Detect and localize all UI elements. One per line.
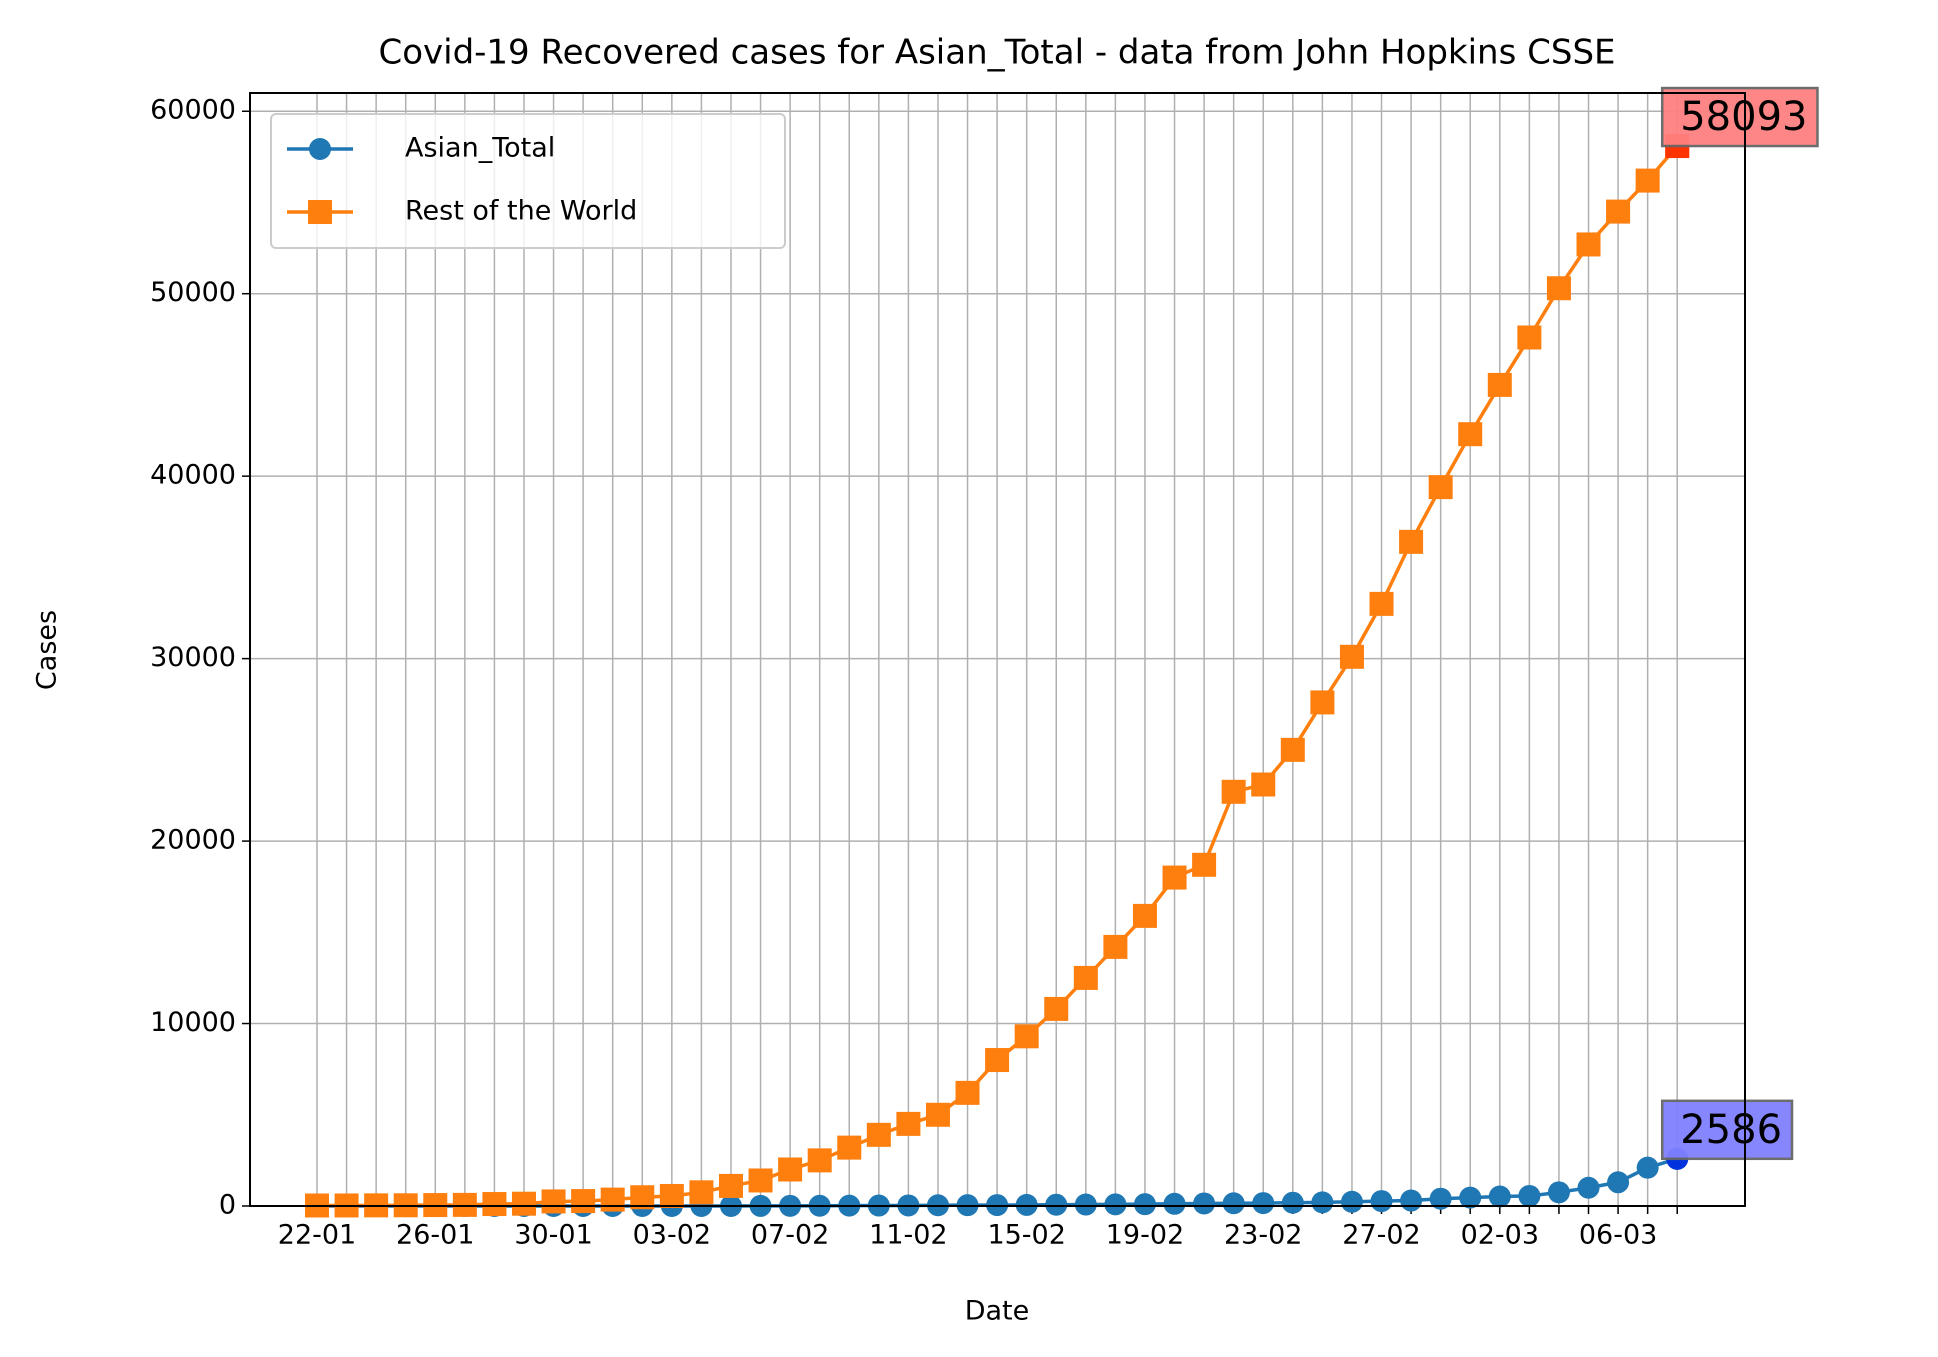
data-point xyxy=(1132,903,1157,928)
data-point xyxy=(1015,1193,1038,1216)
data-point xyxy=(1487,372,1512,397)
data-point xyxy=(1339,644,1364,669)
annotation: 58093 xyxy=(1680,94,1807,140)
data-point xyxy=(571,1189,596,1214)
data-point xyxy=(866,1122,891,1147)
data-point xyxy=(955,1080,980,1105)
data-point xyxy=(452,1192,477,1217)
x-tick-label: 26-01 xyxy=(396,1220,474,1251)
data-point xyxy=(689,1180,714,1205)
x-tick-label: 27-02 xyxy=(1342,1220,1420,1251)
data-point xyxy=(1104,1193,1127,1216)
x-tick-label: 19-02 xyxy=(1106,1220,1184,1251)
legend-marker xyxy=(309,138,331,160)
data-point xyxy=(1133,1193,1156,1216)
data-point xyxy=(1044,996,1069,1021)
data-point xyxy=(1280,737,1305,762)
x-axis-label: Date xyxy=(965,1296,1030,1327)
data-point xyxy=(541,1189,566,1214)
data-point xyxy=(1045,1193,1068,1216)
data-point xyxy=(1074,1193,1097,1216)
data-point xyxy=(1073,965,1098,990)
data-point xyxy=(482,1192,507,1217)
data-point xyxy=(1222,1192,1245,1215)
data-point xyxy=(1252,1192,1275,1215)
x-tick-label: 30-01 xyxy=(514,1220,592,1251)
data-point xyxy=(1162,865,1187,890)
x-tick-label: 07-02 xyxy=(751,1220,829,1251)
data-point xyxy=(985,1048,1010,1073)
data-point xyxy=(1428,475,1453,500)
annotation: 2586 xyxy=(1680,1107,1782,1153)
data-point xyxy=(748,1168,773,1193)
legend-marker xyxy=(308,200,332,224)
data-point xyxy=(1576,232,1601,257)
data-point xyxy=(1251,772,1276,797)
axes-frame xyxy=(249,92,1746,1207)
data-point xyxy=(1340,1190,1363,1213)
data-point xyxy=(807,1148,832,1173)
data-point xyxy=(778,1157,803,1182)
data-point xyxy=(837,1135,862,1160)
data-point xyxy=(1369,591,1394,616)
data-point xyxy=(1311,1191,1334,1214)
y-tick-label: 40000 xyxy=(150,460,236,491)
data-point xyxy=(1635,168,1660,193)
x-tick-label: 11-02 xyxy=(869,1220,947,1251)
data-point xyxy=(1607,1171,1630,1194)
x-tick-label: 02-03 xyxy=(1461,1220,1539,1251)
y-tick-label: 10000 xyxy=(150,1007,236,1038)
data-point xyxy=(1636,1156,1659,1179)
x-tick-label: 22-01 xyxy=(278,1220,356,1251)
data-point xyxy=(1518,1184,1541,1207)
data-point xyxy=(600,1187,625,1212)
legend-label: Asian_Total xyxy=(405,133,555,164)
y-tick-label: 60000 xyxy=(150,95,236,126)
data-point xyxy=(1429,1187,1452,1210)
data-point xyxy=(1310,690,1335,715)
data-point xyxy=(1370,1190,1393,1213)
data-point xyxy=(511,1191,536,1216)
chart-title: Covid-19 Recovered cases for Asian_Total… xyxy=(378,33,1615,73)
data-point xyxy=(1546,276,1571,301)
legend: Asian_Total Rest of the World xyxy=(270,113,786,249)
x-tick-label: 15-02 xyxy=(987,1220,1065,1251)
y-tick-label: 50000 xyxy=(150,277,236,308)
data-point xyxy=(1399,529,1424,554)
data-point xyxy=(1103,934,1128,959)
y-axis-label: Cases xyxy=(32,610,63,690)
data-point xyxy=(1517,325,1542,350)
data-point xyxy=(1400,1189,1423,1212)
data-point xyxy=(1192,852,1217,877)
legend-box xyxy=(270,113,786,249)
y-tick-label: 30000 xyxy=(150,642,236,673)
data-point xyxy=(1163,1192,1186,1215)
data-point xyxy=(1547,1181,1570,1204)
data-point xyxy=(1221,779,1246,804)
x-tick-label: 03-02 xyxy=(633,1220,711,1251)
data-point xyxy=(1193,1192,1216,1215)
data-point xyxy=(1606,199,1631,224)
y-tick-label: 20000 xyxy=(150,825,236,856)
x-tick-label: 06-03 xyxy=(1579,1220,1657,1251)
data-point xyxy=(1488,1185,1511,1208)
data-point xyxy=(925,1102,950,1127)
legend-label: Rest of the World xyxy=(405,196,637,227)
y-tick-label: 0 xyxy=(219,1190,236,1221)
data-point xyxy=(1014,1024,1039,1049)
data-point xyxy=(1281,1191,1304,1214)
data-point xyxy=(896,1111,921,1136)
x-tick-label: 23-02 xyxy=(1224,1220,1302,1251)
annotation-box xyxy=(1660,86,1819,148)
annotation-box xyxy=(1660,1099,1794,1161)
data-point xyxy=(1458,422,1483,447)
data-point xyxy=(718,1173,743,1198)
data-point xyxy=(1459,1186,1482,1209)
data-point xyxy=(1577,1176,1600,1199)
data-point xyxy=(659,1183,684,1208)
